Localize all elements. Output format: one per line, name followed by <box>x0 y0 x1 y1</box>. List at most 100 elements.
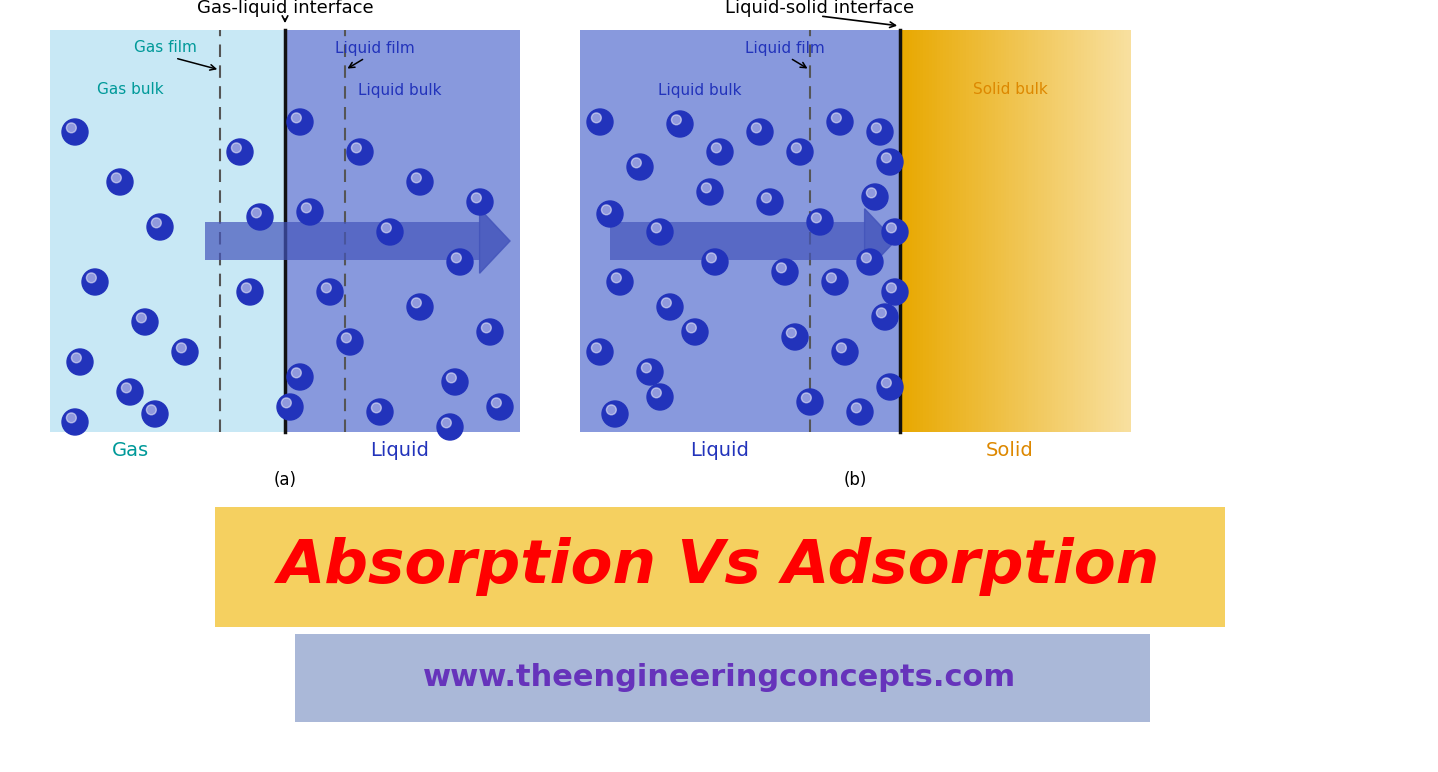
Bar <box>935 30 939 432</box>
Text: Solid: Solid <box>986 441 1034 459</box>
Circle shape <box>147 214 173 240</box>
Circle shape <box>791 143 801 153</box>
Circle shape <box>111 173 121 183</box>
Bar <box>1087 30 1091 432</box>
Bar <box>1104 30 1109 432</box>
Bar <box>580 30 900 432</box>
Circle shape <box>641 363 651 373</box>
Bar <box>1053 30 1057 432</box>
Circle shape <box>867 119 893 145</box>
Bar <box>946 30 951 432</box>
Circle shape <box>787 328 797 338</box>
Circle shape <box>631 158 641 168</box>
Circle shape <box>851 403 861 413</box>
Bar <box>1122 30 1126 432</box>
Text: Liquid-solid interface: Liquid-solid interface <box>725 0 915 17</box>
Circle shape <box>247 204 273 230</box>
Circle shape <box>407 294 433 320</box>
Circle shape <box>142 401 168 427</box>
Bar <box>917 30 922 432</box>
Bar <box>978 30 982 432</box>
Circle shape <box>68 349 93 375</box>
Bar <box>995 30 999 432</box>
Bar <box>1110 30 1114 432</box>
Bar <box>1001 30 1005 432</box>
Circle shape <box>857 249 883 275</box>
Circle shape <box>697 179 723 205</box>
Circle shape <box>492 398 502 408</box>
Circle shape <box>871 123 881 133</box>
Circle shape <box>177 343 187 353</box>
Bar <box>1102 30 1106 432</box>
Bar <box>909 30 913 432</box>
Circle shape <box>477 319 503 345</box>
Bar <box>1061 30 1066 432</box>
Bar <box>969 30 974 432</box>
Bar <box>1009 30 1014 432</box>
Circle shape <box>316 279 344 305</box>
Bar <box>912 30 916 432</box>
Circle shape <box>827 273 837 283</box>
Circle shape <box>347 139 372 165</box>
Bar <box>1099 30 1103 432</box>
Circle shape <box>772 259 798 285</box>
Bar <box>961 30 965 432</box>
Circle shape <box>881 153 892 163</box>
Bar <box>1018 30 1022 432</box>
Bar <box>1007 30 1011 432</box>
Circle shape <box>173 339 198 365</box>
Circle shape <box>591 343 601 353</box>
Bar <box>50 30 285 432</box>
Circle shape <box>601 205 611 215</box>
Circle shape <box>777 263 787 273</box>
Circle shape <box>876 308 886 318</box>
Circle shape <box>782 324 808 350</box>
Bar <box>943 30 948 432</box>
Circle shape <box>847 399 873 425</box>
Text: Gas: Gas <box>111 441 148 459</box>
Bar <box>1078 30 1083 432</box>
Bar <box>1064 30 1068 432</box>
Circle shape <box>467 189 493 215</box>
Circle shape <box>827 109 853 135</box>
Circle shape <box>411 298 421 308</box>
Bar <box>966 30 971 432</box>
Circle shape <box>151 218 161 228</box>
Circle shape <box>861 253 871 262</box>
Text: www.theengineeringconcepts.com: www.theengineeringconcepts.com <box>423 663 1015 692</box>
Circle shape <box>62 119 88 145</box>
Circle shape <box>707 139 733 165</box>
Text: Liquid: Liquid <box>371 441 430 459</box>
Bar <box>1015 30 1020 432</box>
Circle shape <box>603 401 628 427</box>
Bar <box>998 30 1002 432</box>
Circle shape <box>661 298 672 308</box>
Circle shape <box>367 399 393 425</box>
Text: (b): (b) <box>843 471 867 489</box>
Circle shape <box>411 173 421 183</box>
Bar <box>949 30 953 432</box>
Text: Liquid bulk: Liquid bulk <box>659 83 742 97</box>
Circle shape <box>752 123 761 133</box>
Circle shape <box>232 143 242 153</box>
Circle shape <box>746 119 774 145</box>
Text: Liquid film: Liquid film <box>745 40 825 56</box>
Circle shape <box>877 374 903 400</box>
Circle shape <box>823 269 848 295</box>
Text: Gas film: Gas film <box>134 40 197 56</box>
Bar <box>972 30 976 432</box>
Circle shape <box>831 113 841 123</box>
Bar <box>1093 30 1097 432</box>
Bar <box>940 30 945 432</box>
FancyBboxPatch shape <box>610 222 864 260</box>
Circle shape <box>278 394 303 420</box>
Circle shape <box>116 379 142 405</box>
Bar <box>285 30 521 432</box>
Circle shape <box>787 139 812 165</box>
Bar <box>929 30 933 432</box>
Circle shape <box>597 201 623 227</box>
Circle shape <box>446 373 456 383</box>
Circle shape <box>833 339 858 365</box>
Bar <box>1055 30 1060 432</box>
Circle shape <box>702 183 712 193</box>
